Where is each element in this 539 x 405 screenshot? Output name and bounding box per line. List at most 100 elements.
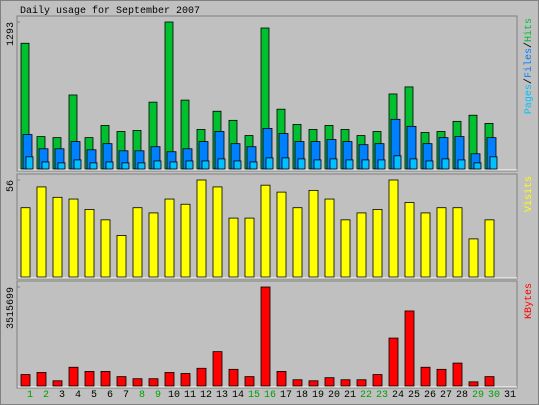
bar <box>73 159 82 170</box>
bar <box>356 212 367 278</box>
bar <box>116 235 127 278</box>
bar <box>228 368 239 387</box>
bar <box>20 207 31 278</box>
legend-separator: / <box>523 78 535 84</box>
bar <box>25 156 34 170</box>
y-tick-label: 1293 <box>6 22 17 46</box>
bar <box>148 212 159 278</box>
bar <box>404 310 415 387</box>
bar <box>361 159 370 170</box>
bar <box>388 337 399 387</box>
bar <box>393 155 402 170</box>
x-tick-label: 25 <box>408 390 420 401</box>
bar <box>100 219 111 278</box>
bar <box>372 374 383 387</box>
bar <box>409 158 418 170</box>
bar <box>340 219 351 278</box>
x-tick-label: 30 <box>488 390 500 401</box>
bar <box>377 159 386 170</box>
bar <box>41 161 50 170</box>
bar <box>425 160 434 170</box>
bar <box>484 376 495 387</box>
legend-entry: Visits <box>523 176 535 212</box>
bar <box>292 379 303 387</box>
bar <box>265 157 274 170</box>
bar <box>36 186 47 278</box>
x-tick-label: 4 <box>75 390 81 401</box>
x-tick-label: 11 <box>184 390 196 401</box>
x-tick-label: 24 <box>392 390 404 401</box>
x-tick-label: 22 <box>360 390 372 401</box>
bar <box>68 366 79 387</box>
bar <box>148 378 159 387</box>
legend-entry: KBytes <box>524 283 535 319</box>
bar <box>313 159 322 170</box>
bar <box>20 374 31 387</box>
x-tick-label: 12 <box>200 390 212 401</box>
bar <box>340 379 351 387</box>
x-tick-label: 9 <box>155 390 161 401</box>
bar <box>468 238 479 278</box>
bar <box>452 362 463 387</box>
legend: Pages/Files/Hits <box>523 18 535 114</box>
bar <box>420 366 431 387</box>
bar <box>116 376 127 387</box>
bar <box>180 203 191 278</box>
x-tick-label: 17 <box>280 390 292 401</box>
y-tick-label: 3515699 <box>6 287 17 329</box>
bar <box>57 162 66 170</box>
bar <box>329 158 338 170</box>
bar <box>452 207 463 278</box>
bar <box>233 160 242 170</box>
bar <box>84 209 95 278</box>
x-tick-label: 27 <box>440 390 452 401</box>
bar <box>84 371 95 387</box>
bar <box>388 179 399 278</box>
chart-title: Daily usage for September 2007 <box>20 5 200 17</box>
bar <box>132 378 143 387</box>
bar <box>244 217 255 278</box>
bar <box>260 286 271 387</box>
bar <box>489 156 498 170</box>
bar <box>297 158 306 170</box>
bar <box>281 157 290 170</box>
x-tick-label: 5 <box>91 390 97 401</box>
bar <box>324 198 335 278</box>
bar <box>105 161 114 170</box>
x-tick-label: 2 <box>43 390 49 401</box>
bar <box>196 179 207 278</box>
x-tick-label: 14 <box>232 390 244 401</box>
bar <box>473 162 482 170</box>
bar <box>180 373 191 387</box>
legend-entry: Pages <box>524 84 535 114</box>
x-tick-label: 28 <box>456 390 468 401</box>
bar <box>164 372 175 387</box>
x-tick-label: 1 <box>27 390 33 401</box>
bar <box>52 196 63 278</box>
bar <box>36 372 47 387</box>
x-tick-label: 6 <box>107 390 113 401</box>
legend: KBytes <box>524 283 535 319</box>
bar <box>137 162 146 170</box>
bar <box>52 380 63 387</box>
bar <box>436 207 447 278</box>
bar <box>484 219 495 278</box>
bar <box>89 162 98 170</box>
bar <box>324 377 335 387</box>
bar <box>249 161 258 170</box>
legend-entry: Files <box>523 48 535 78</box>
bar <box>404 202 415 278</box>
x-tick-label: 15 <box>248 390 260 401</box>
bar <box>244 376 255 387</box>
bar <box>196 367 207 387</box>
bar <box>185 160 194 170</box>
x-tick-label: 10 <box>168 390 180 401</box>
bar <box>217 158 226 170</box>
x-tick-label: 16 <box>264 390 276 401</box>
bar <box>228 217 239 278</box>
x-tick-label: 31 <box>504 390 516 401</box>
bar <box>276 191 287 278</box>
bar <box>356 379 367 387</box>
bar <box>164 21 174 170</box>
bar <box>212 186 223 278</box>
